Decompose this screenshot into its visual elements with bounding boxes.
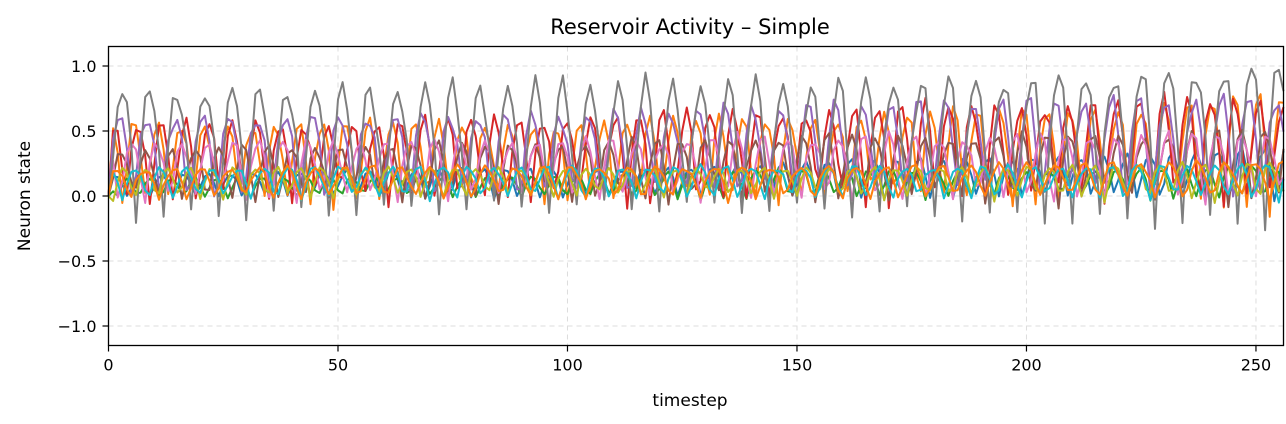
series-line-8 [107, 67, 1285, 232]
y-tick-label: −0.5 [58, 252, 97, 271]
series-line-11 [107, 158, 1284, 204]
grid-lines [108, 46, 1284, 346]
series-line-9 [107, 160, 1285, 204]
x-tick-label: 150 [782, 356, 813, 375]
x-tick-label: 50 [328, 356, 348, 375]
x-tick-label: 0 [103, 356, 113, 375]
y-tick-label: 0.0 [71, 187, 96, 206]
y-axis-label: Neuron state [15, 141, 35, 251]
x-tick-label: 250 [1241, 356, 1272, 375]
x-tick-label: 100 [552, 356, 583, 375]
y-tick-label: −1.0 [58, 317, 97, 336]
series-line-4 [107, 90, 1285, 213]
x-tick-label: 200 [1011, 356, 1042, 375]
y-tick-label: 1.0 [71, 57, 96, 76]
series-layer [107, 67, 1285, 232]
x-axis-label: timestep [652, 391, 727, 411]
x-axis-ticks: 0 50 100 150 200 250 [103, 345, 1272, 375]
y-tick-label: 0.5 [71, 122, 96, 141]
chart-title: Reservoir Activity – Simple [550, 15, 830, 39]
y-axis-ticks: −1.0 −0.5 0.0 0.5 1.0 [58, 57, 109, 336]
